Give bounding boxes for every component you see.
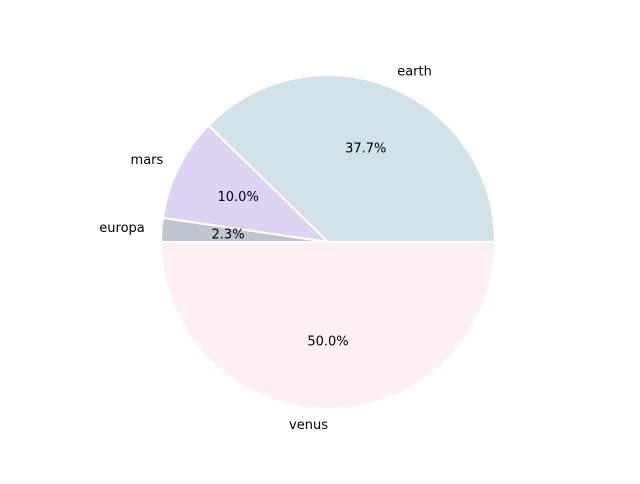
- slice-label-earth: earth: [397, 64, 432, 79]
- pie-slice-mars: [161, 124, 329, 243]
- slice-label-mars: mars: [131, 153, 164, 168]
- slice-pct-mars: 10.0%: [218, 190, 259, 205]
- slice-label-europa: europa: [99, 221, 144, 236]
- slice-pct-europa: 2.3%: [212, 227, 245, 242]
- slice-pct-venus: 50.0%: [307, 335, 348, 350]
- pie-slice-venus: [160, 241, 496, 410]
- labels-layer: earth 37.7% mars 10.0% europa 2.3% venus 50.0%: [99, 64, 432, 433]
- slice-pct-earth: 37.7%: [345, 142, 386, 157]
- slice-label-venus: venus: [289, 418, 328, 433]
- pie-slice-earth: [207, 74, 496, 243]
- slices-layer: [160, 74, 496, 410]
